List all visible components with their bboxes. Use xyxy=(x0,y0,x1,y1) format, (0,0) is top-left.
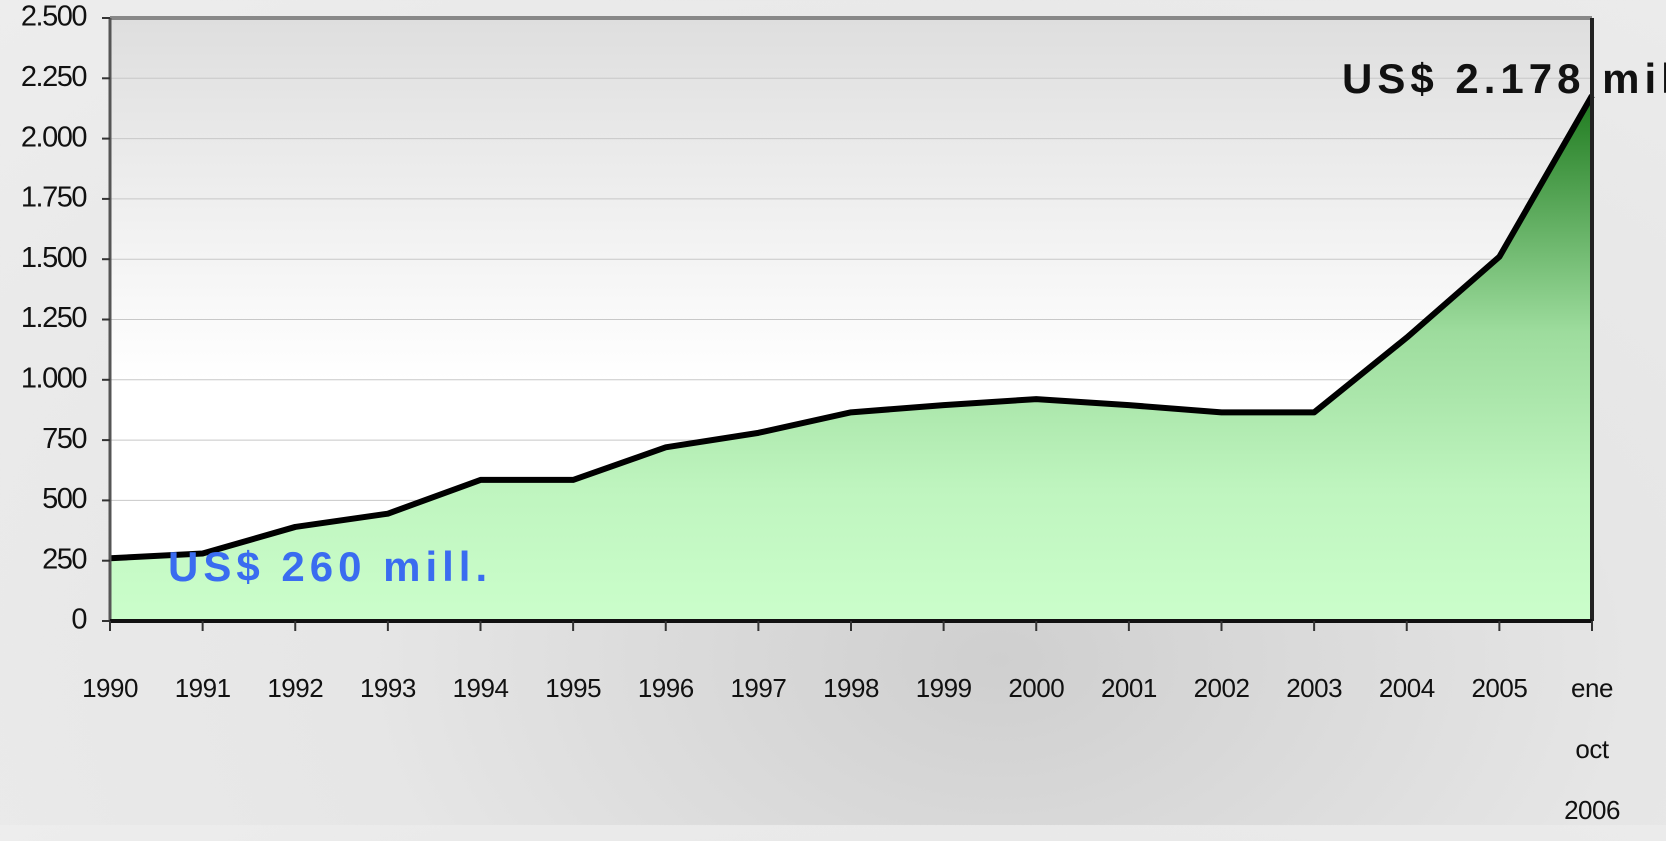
x-tick-label: 1994 xyxy=(452,673,509,703)
x-tick-label: 1995 xyxy=(545,673,602,703)
x-tick-label: 2005 xyxy=(1471,673,1528,703)
x-tick-label: 2004 xyxy=(1378,673,1435,703)
x-tick-label: 2003 xyxy=(1286,673,1343,703)
area xyxy=(110,95,1592,622)
y-tick-label: 2.500 xyxy=(21,1,86,33)
x-tick-label: 1997 xyxy=(730,673,787,703)
x-tick-label: 2002 xyxy=(1193,673,1250,703)
line xyxy=(109,94,1595,562)
y-tick-label: 2.000 xyxy=(21,121,86,153)
y-tick-label: 1.750 xyxy=(21,182,86,214)
y-tick-label: 0 xyxy=(71,604,86,636)
x-tick-label: ene oct 2006 xyxy=(1564,673,1620,825)
x-tick-label: 1992 xyxy=(267,673,324,703)
y-tick-label: 750 xyxy=(42,423,86,455)
y-tick-label: 250 xyxy=(42,543,86,575)
y-tick-label: 1.000 xyxy=(21,362,86,394)
x-tick-label: 1998 xyxy=(823,673,879,703)
x-tick-label: 2000 xyxy=(1008,673,1065,703)
x-tick-label: 1996 xyxy=(637,673,694,703)
y-tick-label: 2.250 xyxy=(21,61,86,93)
x-tick-label: 2001 xyxy=(1100,673,1157,703)
y-tick-label: 1.500 xyxy=(21,242,86,274)
y-tick-label: 500 xyxy=(42,483,86,515)
x-tick-label: 1990 xyxy=(82,673,138,703)
x-tick-label: 1993 xyxy=(359,673,416,703)
y-tick-label: 1.250 xyxy=(21,302,86,334)
annotation: US$ 260 mill. xyxy=(168,543,492,590)
annotation: US$ 2.178 mill. xyxy=(1342,55,1666,102)
x-tick-label: 1999 xyxy=(915,673,972,703)
x-tick-label: 1991 xyxy=(174,673,231,703)
